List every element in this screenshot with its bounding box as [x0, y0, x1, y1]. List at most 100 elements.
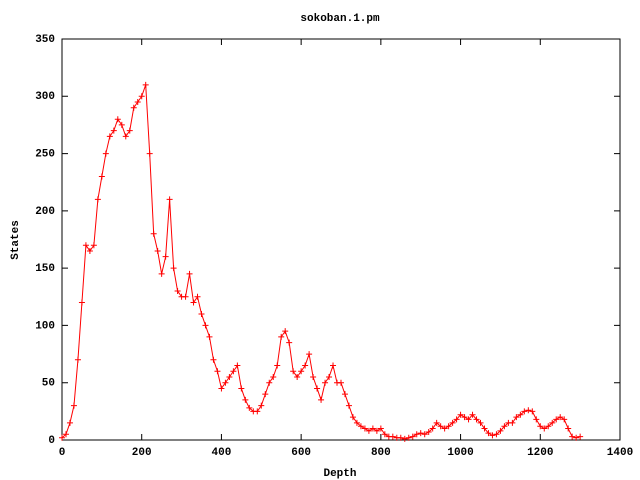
point-marker	[477, 419, 484, 426]
point-marker	[569, 433, 576, 440]
series-line	[61, 84, 581, 440]
point-marker	[66, 419, 73, 426]
point-marker	[198, 310, 205, 317]
point-marker	[234, 362, 241, 369]
point-marker	[266, 379, 273, 386]
point-marker	[302, 362, 309, 369]
point-marker	[150, 230, 157, 237]
point-marker	[158, 270, 165, 277]
point-marker	[561, 416, 568, 423]
point-marker	[549, 419, 556, 426]
point-marker	[254, 408, 261, 415]
point-marker	[489, 432, 496, 439]
point-marker	[146, 150, 153, 157]
point-marker	[194, 293, 201, 300]
point-marker	[190, 299, 197, 306]
y-tick-label: 200	[35, 206, 55, 218]
point-marker	[529, 408, 536, 415]
point-marker	[94, 196, 101, 203]
point-marker	[481, 425, 488, 432]
point-marker	[437, 423, 444, 430]
point-marker	[433, 419, 440, 426]
point-marker	[114, 116, 121, 123]
point-marker	[330, 362, 337, 369]
point-marker	[246, 404, 253, 411]
point-marker	[565, 425, 572, 432]
plot-border	[61, 38, 621, 441]
point-marker	[445, 423, 452, 430]
point-marker	[62, 431, 69, 438]
point-marker	[421, 431, 428, 438]
point-marker	[206, 333, 213, 340]
point-marker	[90, 242, 97, 249]
point-marker	[306, 351, 313, 358]
point-marker	[130, 104, 137, 111]
point-marker	[326, 373, 333, 380]
point-marker	[461, 414, 468, 421]
point-marker	[230, 368, 237, 375]
point-marker	[110, 127, 117, 134]
point-marker	[497, 427, 504, 434]
point-marker	[533, 416, 540, 423]
point-marker	[226, 373, 233, 380]
point-marker	[138, 93, 145, 100]
point-marker	[541, 425, 548, 432]
point-marker	[413, 431, 420, 438]
point-marker	[294, 373, 301, 380]
x-tick-label: 400	[212, 447, 232, 459]
y-tick-label: 0	[48, 435, 55, 447]
point-marker	[513, 414, 520, 421]
point-marker	[338, 379, 344, 386]
point-marker	[441, 425, 448, 432]
point-marker	[270, 373, 277, 380]
point-marker	[262, 391, 269, 398]
point-marker	[86, 247, 93, 254]
point-marker	[457, 411, 464, 418]
point-marker	[493, 431, 500, 438]
point-marker	[74, 356, 81, 363]
point-marker	[282, 328, 289, 335]
point-marker	[214, 368, 221, 375]
point-marker	[381, 431, 388, 438]
point-marker	[106, 133, 113, 140]
x-axis-label: Depth	[323, 468, 356, 480]
point-marker	[349, 414, 356, 421]
point-marker	[553, 416, 560, 423]
point-marker	[365, 427, 372, 434]
point-marker	[258, 402, 265, 409]
point-marker	[166, 196, 173, 203]
point-marker	[525, 407, 532, 414]
x-tick-label: 1000	[447, 447, 473, 459]
point-marker	[186, 270, 193, 277]
point-marker	[210, 356, 217, 363]
point-marker	[218, 385, 225, 392]
point-marker	[557, 414, 564, 421]
point-marker	[126, 127, 133, 134]
point-marker	[373, 427, 380, 434]
point-marker	[278, 333, 285, 340]
point-marker	[545, 423, 552, 430]
point-marker	[389, 433, 396, 440]
y-tick-label: 350	[35, 34, 55, 46]
y-axis-label: States	[10, 220, 22, 260]
x-tick-label: 0	[59, 447, 66, 459]
point-marker	[134, 99, 141, 106]
point-marker	[314, 385, 321, 392]
point-marker	[397, 434, 404, 441]
point-marker	[170, 265, 177, 272]
y-tick-label: 150	[35, 263, 55, 275]
point-marker	[453, 416, 460, 423]
point-marker	[537, 423, 544, 430]
x-tick-label: 600	[291, 447, 311, 459]
y-tick-label: 50	[42, 378, 55, 390]
point-marker	[465, 416, 472, 423]
point-marker	[469, 411, 476, 418]
point-marker	[102, 150, 109, 157]
point-marker	[290, 368, 297, 375]
point-marker	[473, 416, 480, 423]
point-marker	[322, 379, 329, 386]
point-marker	[98, 173, 105, 180]
chart-title: sokoban.1.pm	[300, 13, 380, 25]
point-marker	[310, 373, 317, 380]
